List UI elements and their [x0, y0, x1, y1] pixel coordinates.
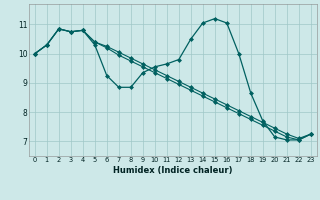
X-axis label: Humidex (Indice chaleur): Humidex (Indice chaleur)	[113, 166, 233, 175]
